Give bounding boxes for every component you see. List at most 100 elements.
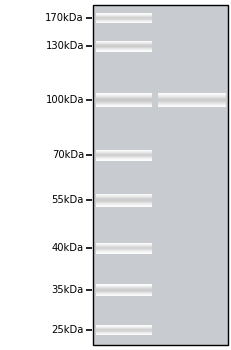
Bar: [96, 247, 151, 248]
Bar: [96, 15, 151, 16]
Bar: [96, 106, 151, 107]
Bar: [96, 334, 151, 335]
Bar: [96, 100, 151, 101]
Bar: [96, 50, 151, 51]
Bar: [96, 325, 151, 326]
Bar: [96, 249, 151, 250]
Bar: [96, 285, 151, 286]
Bar: [96, 329, 151, 330]
Bar: [96, 47, 151, 48]
Bar: [96, 290, 151, 291]
Bar: [96, 47, 151, 48]
Bar: [157, 94, 225, 95]
Bar: [96, 152, 151, 153]
Bar: [96, 203, 151, 204]
Bar: [96, 197, 151, 198]
Bar: [157, 96, 225, 97]
Bar: [157, 97, 225, 98]
Bar: [96, 330, 151, 331]
Bar: [96, 333, 151, 334]
Bar: [96, 45, 151, 46]
Bar: [96, 252, 151, 253]
Bar: [96, 284, 151, 285]
Bar: [96, 94, 151, 95]
Text: 40kDa: 40kDa: [52, 243, 84, 253]
Bar: [96, 250, 151, 251]
Text: 55kDa: 55kDa: [52, 195, 84, 205]
Bar: [96, 155, 151, 156]
Bar: [96, 15, 151, 16]
Text: 130kDa: 130kDa: [45, 41, 84, 51]
Bar: [96, 43, 151, 44]
Bar: [96, 327, 151, 328]
Bar: [96, 49, 151, 50]
Bar: [96, 295, 151, 296]
Bar: [96, 103, 151, 104]
Bar: [96, 328, 151, 329]
Bar: [96, 14, 151, 15]
Bar: [96, 243, 151, 244]
Bar: [96, 286, 151, 287]
Bar: [96, 198, 151, 199]
Bar: [96, 104, 151, 105]
Bar: [96, 149, 151, 150]
Bar: [96, 13, 151, 14]
Bar: [96, 244, 151, 245]
Bar: [96, 243, 151, 244]
Bar: [157, 104, 225, 105]
Bar: [96, 150, 151, 151]
Bar: [96, 97, 151, 98]
Bar: [96, 14, 151, 15]
Bar: [96, 291, 151, 292]
Bar: [96, 331, 151, 332]
Bar: [96, 287, 151, 288]
Bar: [96, 44, 151, 45]
Bar: [96, 22, 151, 23]
Bar: [96, 41, 151, 42]
Bar: [96, 293, 151, 294]
Bar: [96, 294, 151, 295]
Text: 35kDa: 35kDa: [52, 285, 84, 295]
Bar: [96, 199, 151, 200]
Bar: [96, 154, 151, 155]
Bar: [157, 99, 225, 100]
Text: 25kDa: 25kDa: [52, 325, 84, 335]
Bar: [96, 150, 151, 151]
Bar: [96, 330, 151, 331]
Bar: [96, 153, 151, 154]
Bar: [96, 93, 151, 94]
Bar: [96, 195, 151, 196]
Bar: [157, 98, 225, 99]
Bar: [96, 292, 151, 293]
Bar: [96, 286, 151, 287]
Bar: [96, 102, 151, 103]
Bar: [96, 155, 151, 156]
Bar: [96, 199, 151, 200]
Bar: [96, 246, 151, 247]
Bar: [96, 288, 151, 289]
Bar: [96, 46, 151, 47]
Bar: [96, 249, 151, 250]
Bar: [96, 325, 151, 326]
Bar: [96, 154, 151, 155]
Bar: [96, 159, 151, 160]
Bar: [96, 151, 151, 152]
Bar: [96, 204, 151, 205]
Bar: [96, 95, 151, 96]
Bar: [96, 329, 151, 330]
Bar: [96, 200, 151, 201]
Bar: [96, 17, 151, 18]
Bar: [96, 248, 151, 249]
Bar: [96, 42, 151, 43]
Bar: [96, 205, 151, 206]
Bar: [96, 105, 151, 106]
Bar: [157, 102, 225, 103]
Bar: [96, 251, 151, 252]
Bar: [96, 245, 151, 246]
Bar: [96, 16, 151, 17]
Bar: [96, 201, 151, 202]
Bar: [96, 202, 151, 203]
Bar: [96, 99, 151, 100]
Bar: [96, 196, 151, 197]
Bar: [96, 44, 151, 45]
